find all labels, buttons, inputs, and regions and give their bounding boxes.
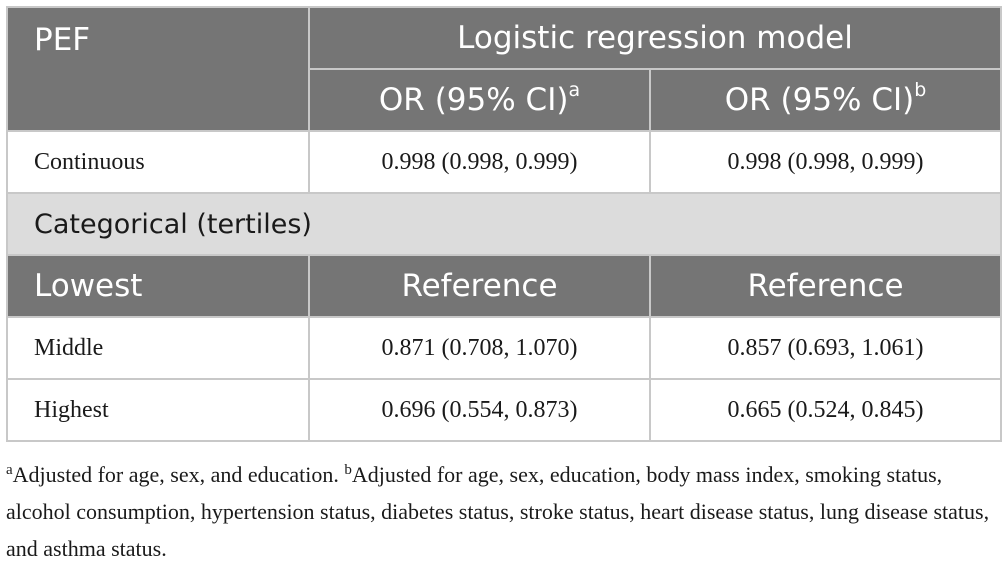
row-middle-label: Middle [6, 316, 310, 380]
footnote-a-text: Adjusted for age, sex, and education. [12, 462, 339, 487]
row-continuous-a: 0.998 (0.998, 0.999) [308, 130, 651, 194]
row-middle-a: 0.871 (0.708, 1.070) [308, 316, 651, 380]
footnote-a-marker: a [6, 462, 13, 478]
table-footnote: aAdjusted for age, sex, and education. b… [6, 456, 1002, 567]
header-pef: PEF [6, 6, 310, 132]
row-continuous: Continuous 0.998 (0.998, 0.999) 0.998 (0… [6, 130, 1003, 194]
row-highest-label: Highest [6, 378, 310, 442]
header-row-sub: OR (95% CI)a OR (95% CI)b [7, 68, 1003, 132]
row-continuous-label: Continuous [6, 130, 310, 194]
row-lowest-a: Reference [308, 254, 651, 318]
regression-table: PEF Logistic regression model OR (95% CI… [5, 6, 1003, 442]
section-title: Categorical (tertiles) [5, 192, 1003, 256]
row-lowest-label: Lowest [6, 254, 310, 318]
footnote-b-marker: b [344, 462, 352, 478]
row-middle-b: 0.857 (0.693, 1.061) [648, 316, 1003, 380]
header-or-ci-b-label: OR (95% CI) [724, 82, 915, 118]
row-lowest: Lowest Reference Reference [6, 254, 1003, 318]
header-or-ci-b-sup: b [914, 79, 927, 101]
header-group-title: Logistic regression model [307, 6, 1003, 70]
row-middle: Middle 0.871 (0.708, 1.070) 0.857 (0.693… [6, 316, 1003, 380]
row-highest: Highest 0.696 (0.554, 0.873) 0.665 (0.52… [6, 378, 1003, 442]
header-or-ci-a-label: OR (95% CI) [378, 82, 569, 118]
header-or-ci-a: OR (95% CI)a [308, 68, 651, 132]
row-lowest-b: Reference [648, 254, 1003, 318]
footnote-b-text: Adjusted for age, sex, education, body m… [6, 462, 990, 561]
row-section-categorical: Categorical (tertiles) [5, 192, 1003, 256]
header-or-ci-a-sup: a [568, 79, 581, 101]
row-highest-b: 0.665 (0.524, 0.845) [648, 378, 1003, 442]
header-or-ci-b: OR (95% CI)b [648, 68, 1003, 132]
header-row-top: PEF Logistic regression model [6, 6, 1003, 132]
row-highest-a: 0.696 (0.554, 0.873) [308, 378, 651, 442]
row-continuous-b: 0.998 (0.998, 0.999) [648, 130, 1003, 194]
